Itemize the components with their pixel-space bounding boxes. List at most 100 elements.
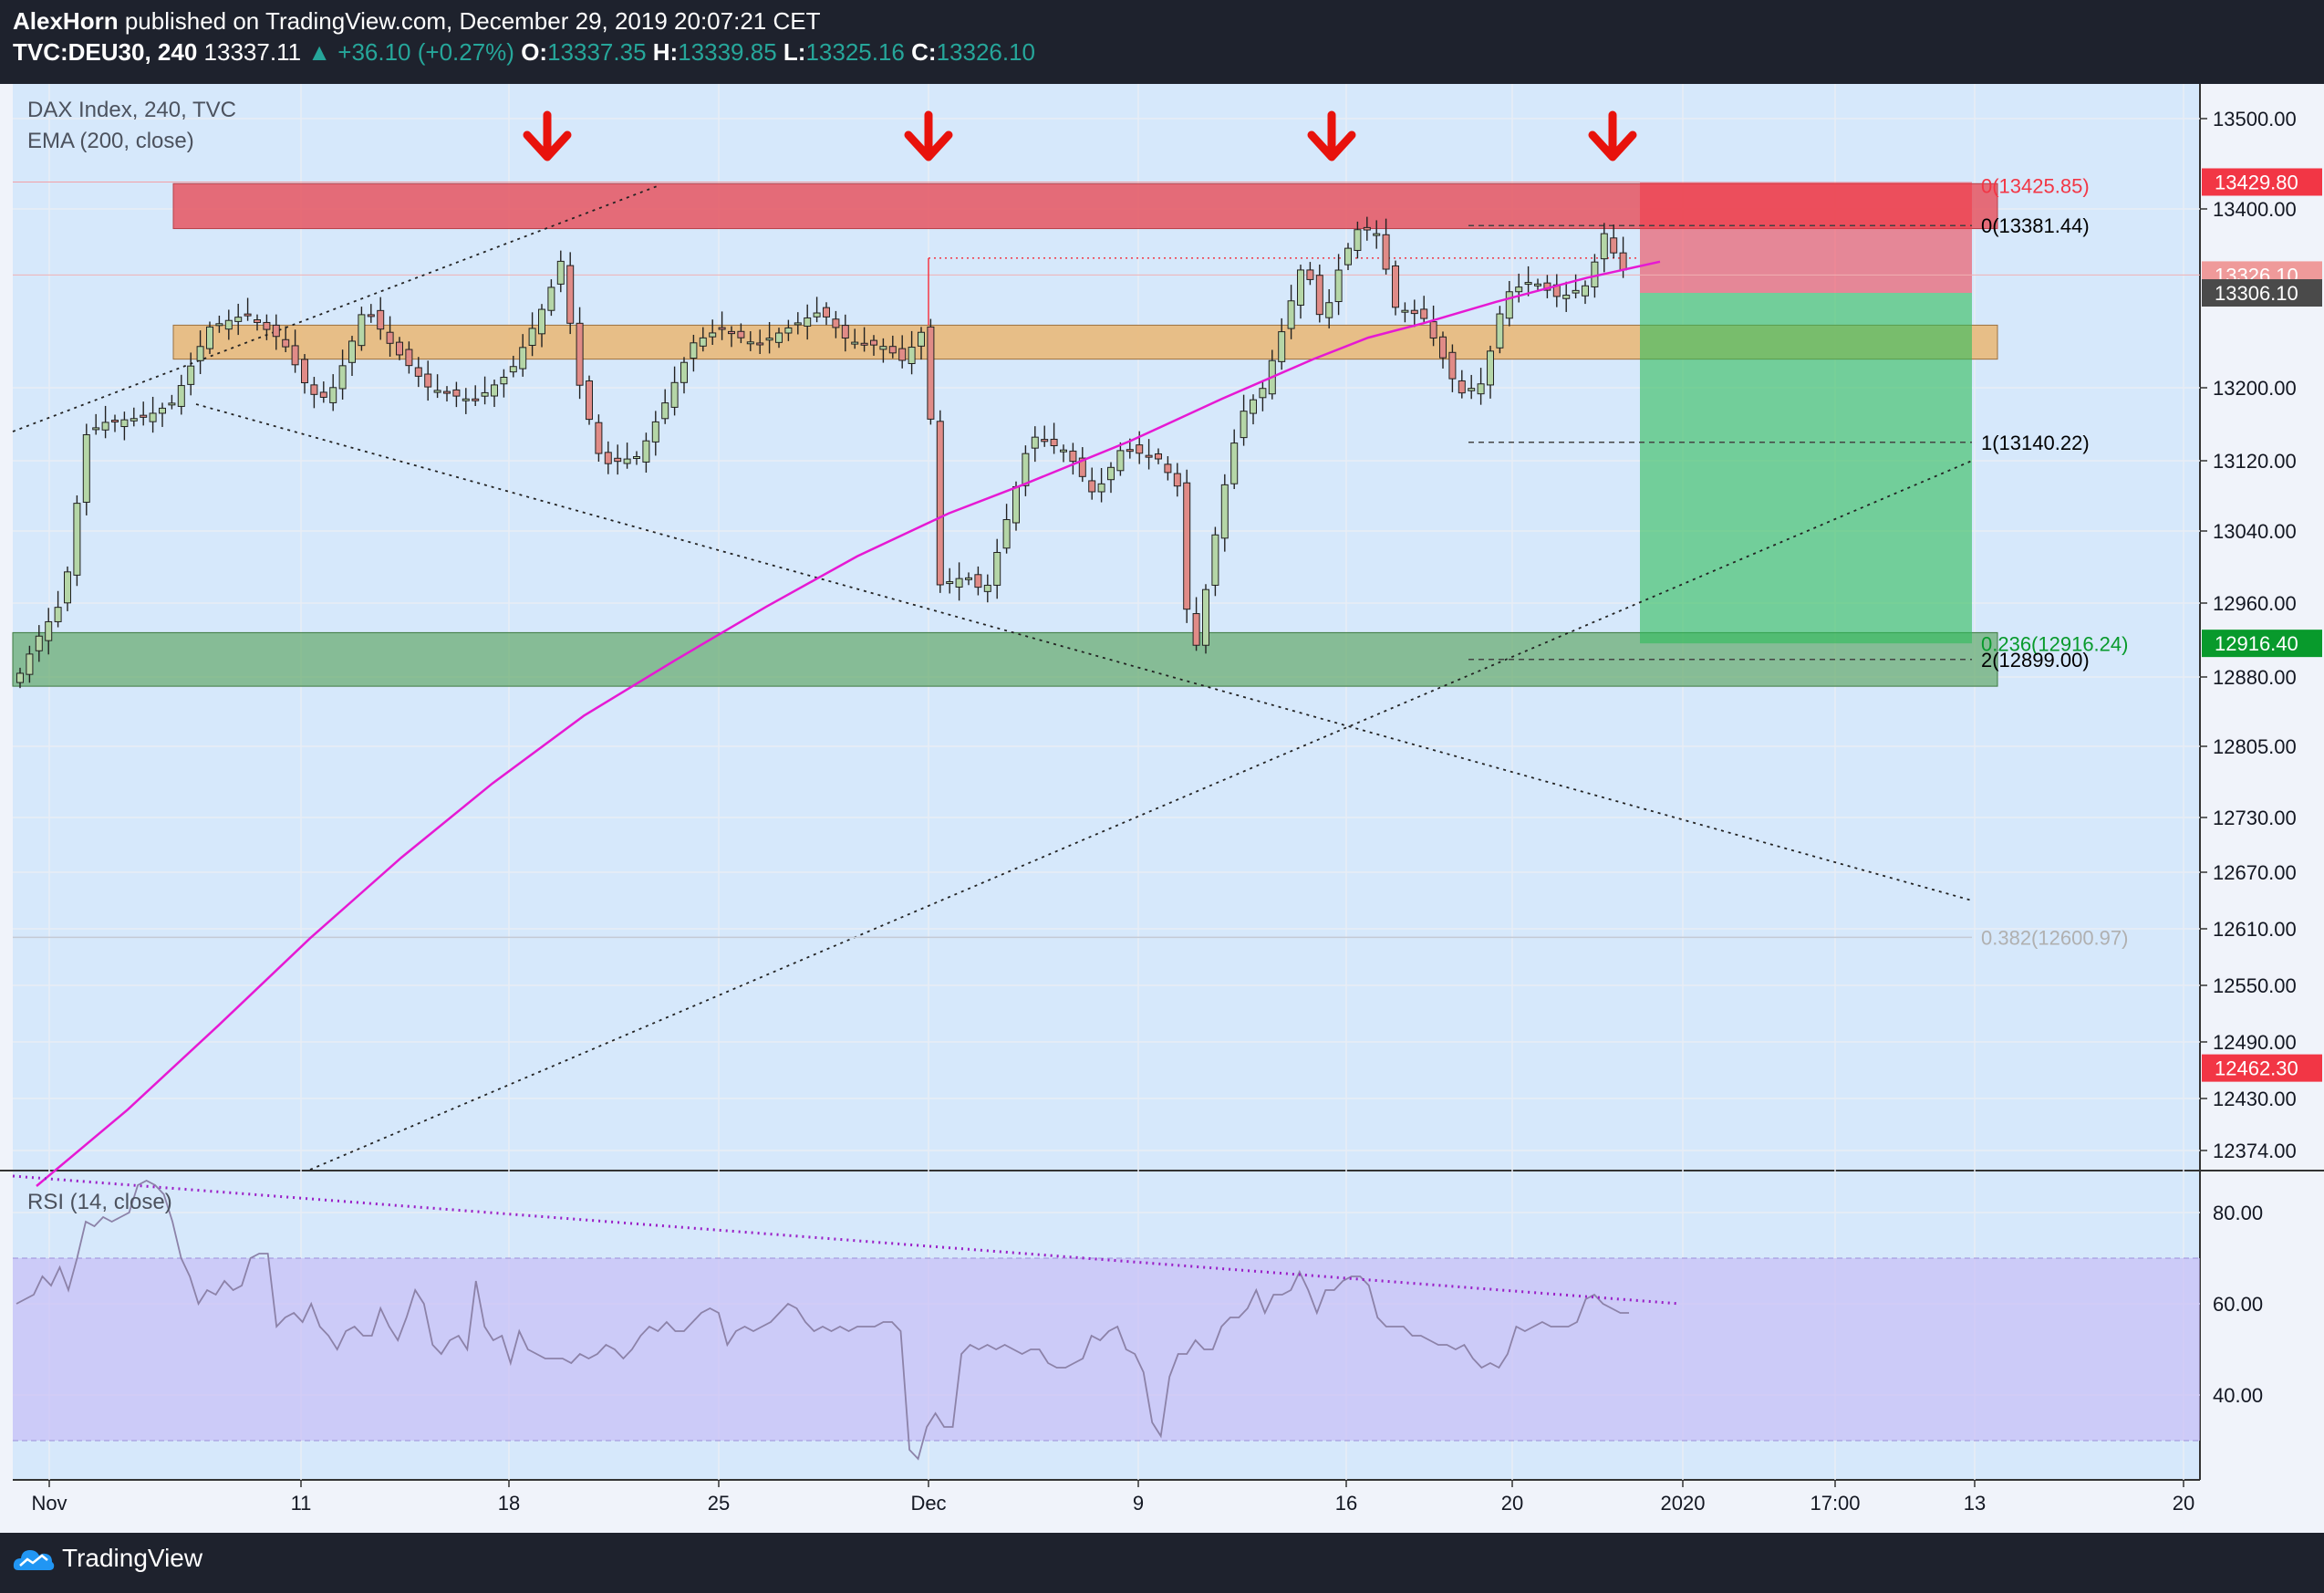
price-tick-label: 13200.00	[2213, 377, 2297, 400]
candle-body	[1315, 275, 1323, 316]
candle-body	[329, 387, 337, 403]
candle-body	[405, 349, 413, 367]
candle-body	[92, 427, 100, 431]
candle-body	[841, 325, 849, 338]
candle-body	[936, 421, 944, 586]
candle-body	[870, 339, 877, 346]
fib-level-label: 0.236(12916.24)	[1981, 632, 2128, 655]
candle-body	[1468, 388, 1476, 391]
candle-body	[823, 307, 830, 318]
candle-body	[472, 398, 480, 401]
candle-body	[784, 327, 793, 334]
candle-body	[1582, 285, 1589, 297]
low-label: L:	[783, 38, 806, 66]
red-arrow-icon	[904, 130, 953, 161]
price-tick-label: 12960.00	[2213, 592, 2297, 615]
candle-body	[196, 346, 204, 361]
candle-body	[737, 330, 745, 338]
footer-bar: TradingView	[0, 1533, 2324, 1593]
candle-body	[1420, 308, 1428, 319]
candle-body	[1173, 473, 1181, 487]
candle-body	[130, 418, 138, 422]
candle-body	[1202, 588, 1209, 646]
time-tick-label: 16	[1335, 1492, 1357, 1515]
indicator-label: EMA (200, close)	[27, 129, 194, 153]
candle-body	[433, 390, 441, 393]
candle-body	[386, 331, 394, 344]
candle-body	[1136, 444, 1144, 454]
candle-body	[1344, 247, 1352, 266]
last-price: 13337.11	[203, 38, 302, 66]
price-tick-label: 13400.00	[2213, 198, 2297, 221]
chart-header: AlexHorn published on TradingView.com, D…	[0, 0, 2324, 82]
candle-body	[140, 414, 148, 418]
candle-body	[898, 348, 907, 361]
chart-area[interactable]: 0(13425.85) 0(13381.44) 1(13140.22) 0.236(1…	[0, 84, 2324, 1533]
candle-body	[64, 571, 71, 604]
candle-body	[291, 345, 299, 366]
candle-body	[832, 318, 840, 328]
quote-line: TVC:DEU30, 240 13337.11 ▲ +36.10 (+0.27%…	[13, 38, 1035, 67]
price-tick-label: 12550.00	[2213, 974, 2297, 997]
candle-body	[16, 672, 24, 683]
low-value: 13325.16	[805, 38, 905, 66]
price-badge	[2202, 630, 2322, 658]
candle-body	[879, 346, 887, 350]
candle-body	[1505, 291, 1513, 319]
candle-body	[1392, 265, 1399, 308]
rsi-band	[13, 1258, 2200, 1441]
publish-line: AlexHorn published on TradingView.com, D…	[13, 7, 820, 36]
candle-body	[244, 313, 252, 317]
candle-body	[234, 317, 243, 322]
candle-body	[519, 347, 527, 370]
time-axis[interactable]: Nov 11 18 25 Dec 9 16 20 2020 17:00 13 20	[31, 1480, 2194, 1515]
candle-body	[500, 377, 508, 385]
price-tick-label: 12490.00	[2213, 1031, 2297, 1054]
candle-body	[556, 260, 565, 285]
candle-body	[1126, 449, 1134, 453]
close-label: C:	[911, 38, 937, 66]
candle-body	[794, 322, 802, 326]
candle-body	[1429, 321, 1437, 338]
candle-body	[633, 456, 640, 459]
candle-body	[586, 380, 593, 421]
candle-body	[443, 390, 451, 394]
symbol-label[interactable]: TVC:DEU30, 240	[13, 38, 198, 66]
price-tick-label: 13120.00	[2213, 450, 2297, 473]
time-tick-label: 20	[1501, 1492, 1523, 1515]
candle-body	[396, 341, 403, 356]
candle-body	[120, 419, 129, 428]
candle-body	[1410, 309, 1418, 315]
take-profit-box	[1640, 293, 1972, 644]
price-tick-label: 12730.00	[2213, 807, 2297, 829]
candle-body	[1012, 485, 1020, 524]
time-tick-label: 9	[1133, 1492, 1144, 1515]
time-tick-label: Dec	[910, 1492, 946, 1515]
candle-body	[1088, 480, 1096, 493]
candle-body	[813, 312, 821, 318]
candle-body	[756, 342, 764, 346]
price-zones	[12, 181, 2200, 687]
candle-body	[804, 317, 812, 327]
author-name[interactable]: AlexHorn	[13, 7, 119, 35]
candle-body	[918, 331, 925, 347]
candle-body	[955, 578, 963, 588]
candle-body	[1600, 233, 1608, 260]
rsi-line	[16, 1179, 1629, 1461]
candle-body	[765, 338, 773, 341]
candle-body	[746, 341, 754, 345]
candle-body	[73, 503, 81, 576]
candle-body	[282, 338, 290, 348]
candle-body	[1097, 483, 1105, 493]
candle-body	[45, 620, 53, 641]
price-badge-label: 13429.80	[2215, 171, 2298, 193]
time-tick-label: 20	[2173, 1492, 2194, 1515]
price-axis[interactable]: 13500.00 13400.00 13200.00 13120.00 13040.00…	[2200, 108, 2322, 1407]
brand[interactable]: TradingView	[13, 1544, 202, 1573]
candle-body	[1259, 388, 1267, 399]
fib-level-label: 1(13140.22)	[1981, 432, 2090, 454]
candle-body	[775, 332, 783, 343]
candle-body	[26, 653, 34, 675]
candle-body	[538, 308, 545, 335]
price-change: +36.10 (+0.27%)	[337, 38, 514, 66]
